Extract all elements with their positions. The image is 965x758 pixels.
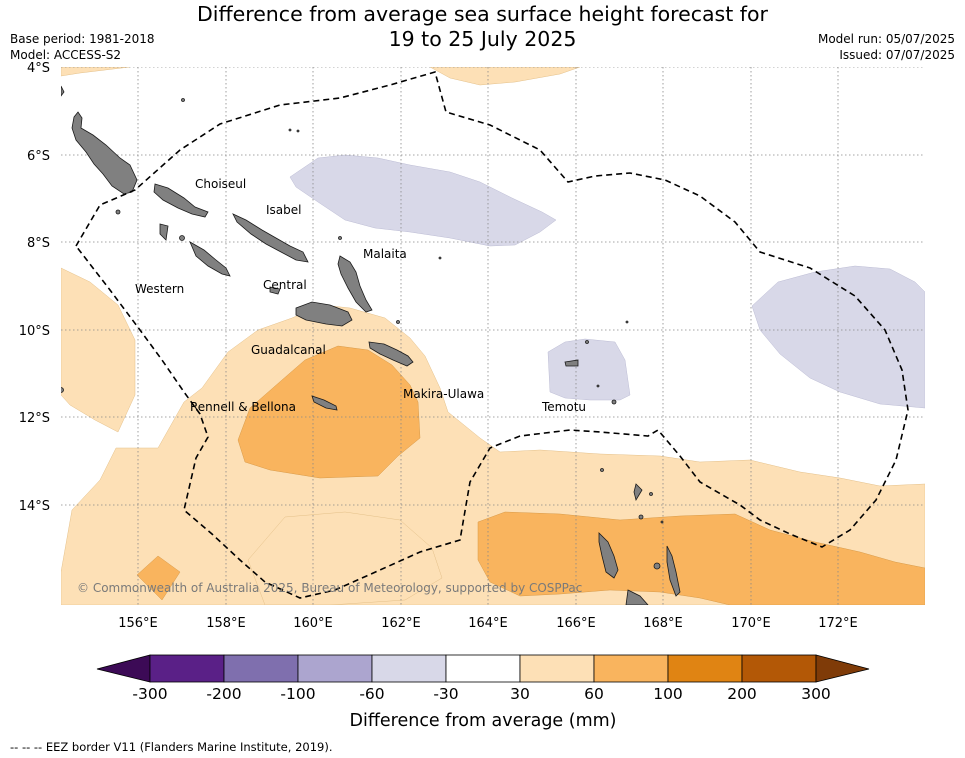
label-guadalcanal: Guadalcanal	[251, 343, 326, 357]
lon-tick: 172°E	[818, 616, 858, 631]
model-name: Model: ACCESS-S2	[10, 48, 122, 62]
lon-tick: 164°E	[468, 616, 508, 631]
colorbar-extend-high	[815, 654, 870, 683]
lat-tick: 6°S	[27, 149, 50, 164]
label-makira-ulawa: Makira-Ulawa	[403, 387, 484, 401]
label-choiseul: Choiseul	[195, 177, 246, 191]
lat-tick: 12°S	[19, 411, 50, 426]
colorbar-segment	[223, 654, 299, 683]
title-line-2: 19 to 25 July 2025	[388, 27, 577, 51]
lon-tick: 160°E	[293, 616, 333, 631]
colorbar-tick: 300	[801, 685, 831, 703]
eez-border	[75, 71, 909, 599]
lon-tick: 158°E	[206, 616, 246, 631]
copyright-text: © Commonwealth of Australia 2025, Bureau…	[77, 581, 582, 595]
sea-level-map: Choiseul Isabel Malaita Western Central …	[19, 61, 925, 731]
colorbar-tick: -200	[206, 685, 241, 703]
label-temotu: Temotu	[541, 400, 586, 414]
colorbar-tick: 100	[653, 685, 683, 703]
model-run: Model run: 05/07/2025	[817, 32, 955, 46]
label-western: Western	[135, 282, 184, 296]
colorbar-tick: 200	[727, 685, 757, 703]
lon-tick: 170°E	[731, 616, 771, 631]
anomaly-negative	[289, 154, 925, 409]
colorbar-segment	[741, 654, 817, 683]
colorbar-tick: 60	[584, 685, 604, 703]
lon-tick: 156°E	[118, 616, 158, 631]
label-isabel: Isabel	[266, 203, 301, 217]
colorbar-segment	[667, 654, 743, 683]
province-labels: Choiseul Isabel Malaita Western Central …	[135, 177, 586, 414]
colorbar-segment	[593, 654, 669, 683]
colorbar-segment	[297, 654, 373, 683]
colorbar-extend-low	[96, 654, 151, 683]
colorbar-segment	[371, 654, 447, 683]
map-content: Choiseul Isabel Malaita Western Central …	[61, 67, 925, 605]
lon-tick: 166°E	[556, 616, 596, 631]
label-malaita: Malaita	[363, 247, 407, 261]
lon-tick: 162°E	[381, 616, 421, 631]
chart-title: Difference from average sea surface heig…	[0, 2, 965, 52]
colorbar-segment	[149, 654, 225, 683]
title-line-1: Difference from average sea surface heig…	[197, 2, 768, 26]
colorbar-tick: -30	[433, 685, 458, 703]
colorbar	[96, 654, 870, 683]
lat-tick: 10°S	[19, 324, 50, 339]
colorbar-tick-labels: -300 -200 -100 -60 -30 30 60 100 200 300	[132, 685, 830, 703]
label-central: Central	[263, 278, 307, 292]
lat-tick: 4°S	[27, 61, 50, 76]
lon-tick: 168°E	[643, 616, 683, 631]
meta-right: Model run: 05/07/2025 Issued: 07/07/2025	[818, 31, 955, 63]
meta-left: Base period: 1981-2018 Model: ACCESS-S2	[10, 31, 155, 63]
anomaly-60-100	[136, 345, 925, 605]
lat-tick: 8°S	[27, 236, 50, 251]
base-period: Base period: 1981-2018	[10, 32, 155, 46]
lon-tick-labels: 156°E 158°E 160°E 162°E 164°E 166°E 168°…	[118, 616, 858, 631]
lat-tick-labels: 4°S 6°S 8°S 10°S 12°S 14°S	[19, 61, 50, 514]
label-rennell-bellona: Rennell & Bellona	[190, 400, 296, 414]
colorbar-tick: -60	[359, 685, 384, 703]
eez-footnote: -- -- -- EEZ border V11 (Flanders Marine…	[10, 740, 333, 754]
colorbar-segment	[445, 654, 521, 683]
colorbar-tick: -300	[132, 685, 167, 703]
colorbar-title: Difference from average (mm)	[349, 711, 616, 731]
colorbar-segment	[519, 654, 595, 683]
colorbar-tick: -100	[280, 685, 315, 703]
graticule	[61, 67, 925, 605]
issued-date: Issued: 07/07/2025	[839, 48, 955, 62]
lat-tick: 14°S	[19, 499, 50, 514]
colorbar-tick: 30	[510, 685, 530, 703]
land	[61, 85, 681, 605]
